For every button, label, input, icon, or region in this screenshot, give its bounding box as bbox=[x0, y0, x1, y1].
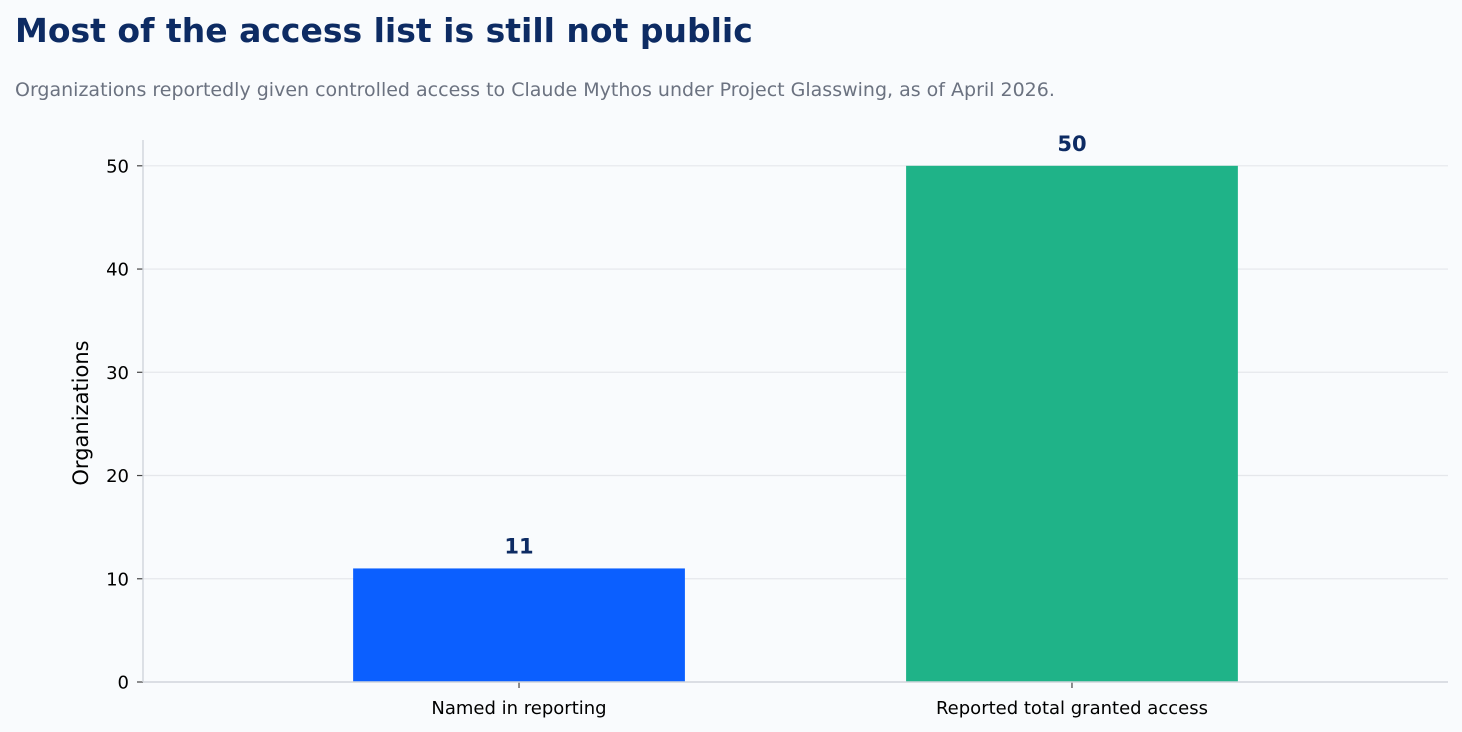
y-tick-label: 50 bbox=[106, 156, 129, 177]
gridlines bbox=[143, 165, 1448, 580]
bar-value-label: 50 bbox=[1057, 132, 1086, 156]
bar bbox=[906, 165, 1238, 683]
x-tick-label: Reported total granted access bbox=[936, 698, 1208, 719]
bar bbox=[353, 568, 685, 682]
bar-value-label: 11 bbox=[504, 534, 533, 558]
bars bbox=[353, 165, 1238, 683]
y-tick-label: 30 bbox=[106, 363, 129, 384]
chart-subtitle: Organizations reportedly given controlle… bbox=[15, 79, 1055, 101]
x-tick-label: Named in reporting bbox=[431, 698, 606, 719]
axes bbox=[137, 140, 1448, 688]
y-tick-label: 10 bbox=[106, 569, 129, 590]
y-axis-label: Organizations bbox=[69, 340, 93, 485]
y-tick-label: 20 bbox=[106, 466, 129, 487]
y-tick-label: 0 bbox=[118, 673, 129, 694]
chart-title: Most of the access list is still not pub… bbox=[15, 11, 753, 50]
y-tick-label: 40 bbox=[106, 260, 129, 281]
labels: 0 10 20 30 40 50 11 Named in reporting 50 Reporte… bbox=[69, 132, 1208, 719]
